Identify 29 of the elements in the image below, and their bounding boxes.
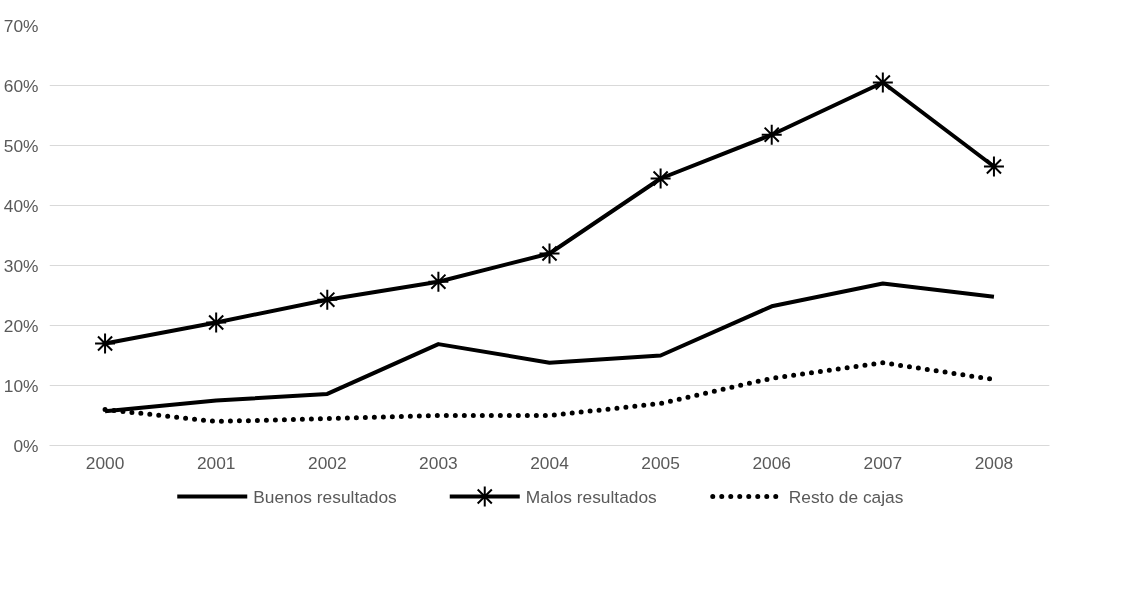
y-tick-label: 0% <box>13 435 39 456</box>
point <box>871 71 894 94</box>
x-tick-label: 2001 <box>196 452 236 473</box>
y-tick-label: 50% <box>3 135 39 156</box>
point <box>94 332 117 355</box>
point <box>982 155 1005 178</box>
y-tick-label: 60% <box>3 75 39 96</box>
x-tick-label: 2003 <box>419 452 458 473</box>
x-tick-label: 2005 <box>641 452 680 473</box>
legend-label: Resto de cajas <box>788 486 904 507</box>
x-tick-label: 2008 <box>974 452 1014 473</box>
point <box>538 242 561 265</box>
point <box>427 270 450 293</box>
point <box>760 123 783 146</box>
x-tick-label: 2006 <box>752 452 792 473</box>
point <box>649 167 672 190</box>
y-tick-label: 70% <box>3 15 39 36</box>
x-tick-label: 2004 <box>530 452 570 473</box>
legend-label: Buenos resultados <box>253 486 398 507</box>
y-tick-label: 30% <box>3 255 39 276</box>
y-tick-label: 10% <box>3 375 39 396</box>
point <box>316 288 339 311</box>
x-tick-label: 2002 <box>308 452 347 473</box>
x-tick-label: 2007 <box>863 452 903 473</box>
legend-label: Malos resultados <box>525 486 658 507</box>
point <box>205 311 228 334</box>
y-tick-label: 20% <box>3 315 39 336</box>
y-tick-label: 40% <box>3 195 39 216</box>
x-tick-label: 2000 <box>85 452 125 473</box>
